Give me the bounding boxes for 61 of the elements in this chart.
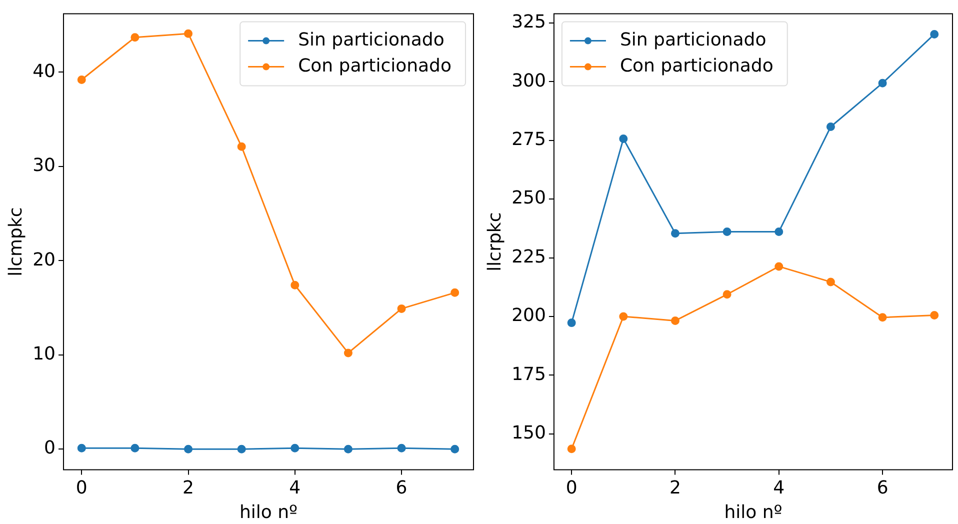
point [290,280,300,290]
x-tick-label: 2 [670,477,681,498]
y-tick-label: 225 [512,246,546,268]
point [670,316,680,325]
point [670,229,680,238]
point [344,444,352,454]
point [184,29,193,38]
point [619,134,628,143]
point [774,227,784,236]
point [237,142,246,151]
x-tick-label: 4 [289,477,301,498]
point [290,444,300,452]
y-tick-label: 40 [32,60,56,82]
y-tick-label: 150 [512,422,546,444]
legend-label: Sin particionado [620,29,766,50]
point [878,78,887,88]
x-tick-label: 6 [876,477,888,498]
x-tick-label: 0 [566,477,578,498]
legend-label: Con particionado [620,55,774,76]
legend-label: Sin particionado [298,29,444,50]
point [878,313,887,322]
y-axis-title: llcmpkc [5,207,26,276]
point [722,290,732,299]
point [450,444,460,454]
point [397,304,406,313]
point [567,318,576,328]
point [722,227,732,236]
point [619,312,628,321]
point [450,288,460,297]
y-tick-label: 175 [512,364,546,385]
y-tick-label: 30 [32,155,56,176]
y-axis-title: llcrpkc [484,212,506,272]
x-axis-title: hilo nº [724,502,782,523]
y-tick-label: 20 [32,249,56,270]
y-tick-label: 0 [44,438,56,459]
point [130,33,140,42]
point [130,444,140,452]
x-tick-label: 0 [76,477,88,498]
point [930,30,939,38]
x-axis-title: hilo nº [239,502,298,523]
y-tick-label: 300 [512,70,546,92]
point [344,348,352,358]
point [77,76,86,84]
legend-label: Con particionado [298,55,452,76]
point [397,444,406,452]
point [930,311,939,320]
point [77,444,86,452]
y-tick-label: 200 [512,305,546,326]
y-tick-label: 325 [512,12,546,33]
point [826,122,835,131]
x-tick-label: 4 [773,477,785,498]
x-tick-label: 2 [182,477,194,498]
point [774,262,784,271]
y-tick-label: 250 [512,188,546,209]
x-tick-label: 6 [396,477,408,498]
point [184,444,193,454]
point [826,278,835,286]
y-tick-label: 275 [512,129,546,150]
y-tick-label: 10 [32,344,56,365]
point [237,444,246,454]
point [567,444,576,454]
